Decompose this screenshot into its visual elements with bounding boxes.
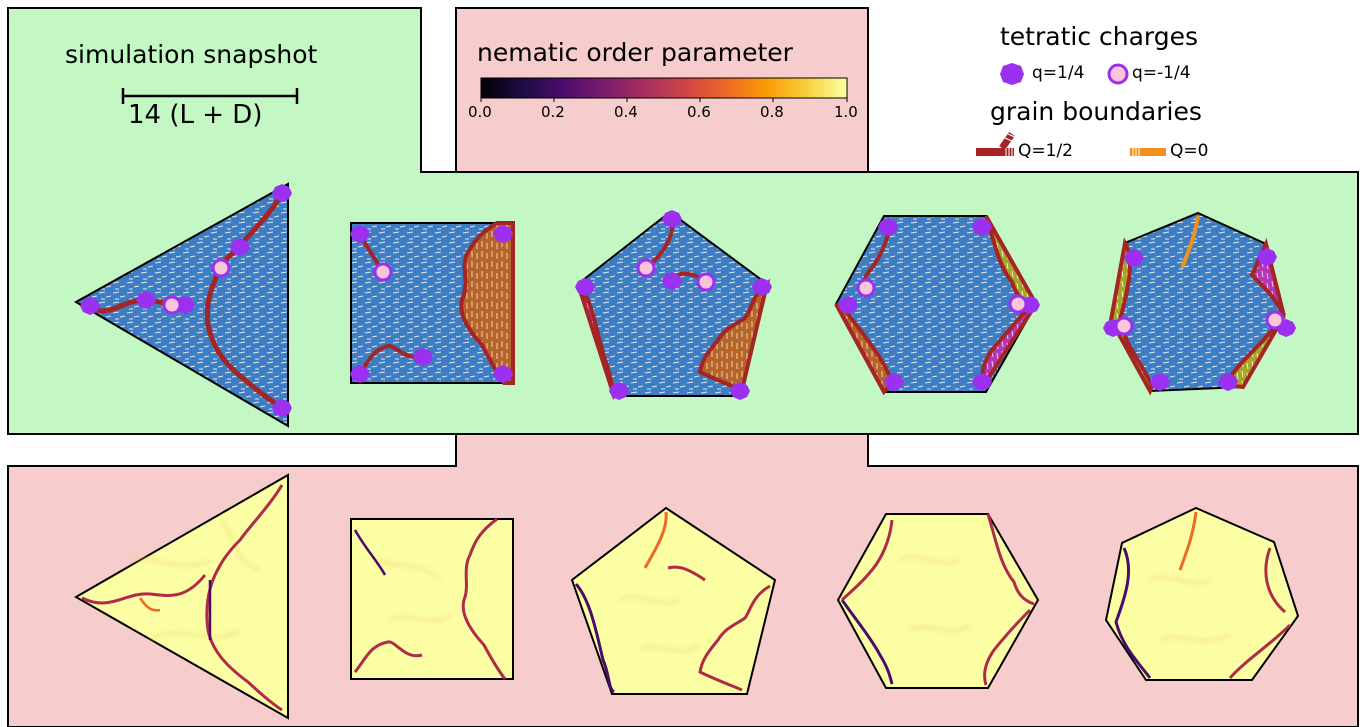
- gb-half-label: Q=1/2: [1018, 141, 1073, 161]
- gb-title: grain boundaries: [990, 97, 1202, 126]
- charge-positive-label: q=1/4: [1032, 63, 1085, 83]
- charges-title: tetratic charges: [1000, 22, 1199, 51]
- colorbar-tick: 0.2: [541, 103, 565, 121]
- gb-zero-label: Q=0: [1170, 141, 1209, 161]
- charge-negative-icon: [1107, 63, 1129, 85]
- snapshot-heptagon: [1103, 211, 1296, 396]
- colorbar-tick: 1.0: [834, 103, 858, 121]
- order-hexagon: [836, 513, 1040, 689]
- colorbar-title: nematic order parameter: [477, 38, 793, 67]
- order-heptagon: [1104, 506, 1300, 681]
- snapshot-hexagon: [834, 215, 1040, 396]
- order-pentagon: [570, 506, 777, 695]
- snapshot-pentagon: [575, 210, 772, 400]
- snapshot-square: [350, 221, 515, 385]
- colorbar-tick: 0.0: [468, 103, 492, 121]
- colorbar: [480, 77, 848, 99]
- colorbar-tick: 0.6: [687, 103, 711, 121]
- gb-zero-icon: [1130, 148, 1166, 156]
- order-triangle: [73, 473, 289, 720]
- colorbar-ticks: [480, 98, 848, 102]
- scale-bar: [121, 88, 299, 104]
- scale-label: 14 (L + D): [128, 100, 263, 130]
- gb-half-icon: [976, 131, 1018, 156]
- snapshot-title: simulation snapshot: [65, 40, 318, 69]
- charge-negative-label: q=-1/4: [1132, 63, 1191, 83]
- colorbar-tick: 0.8: [760, 103, 784, 121]
- charge-positive-icon: [1000, 63, 1024, 85]
- snapshot-triangle: [73, 182, 292, 428]
- colorbar-tick: 0.4: [614, 103, 638, 121]
- order-square: [350, 517, 514, 680]
